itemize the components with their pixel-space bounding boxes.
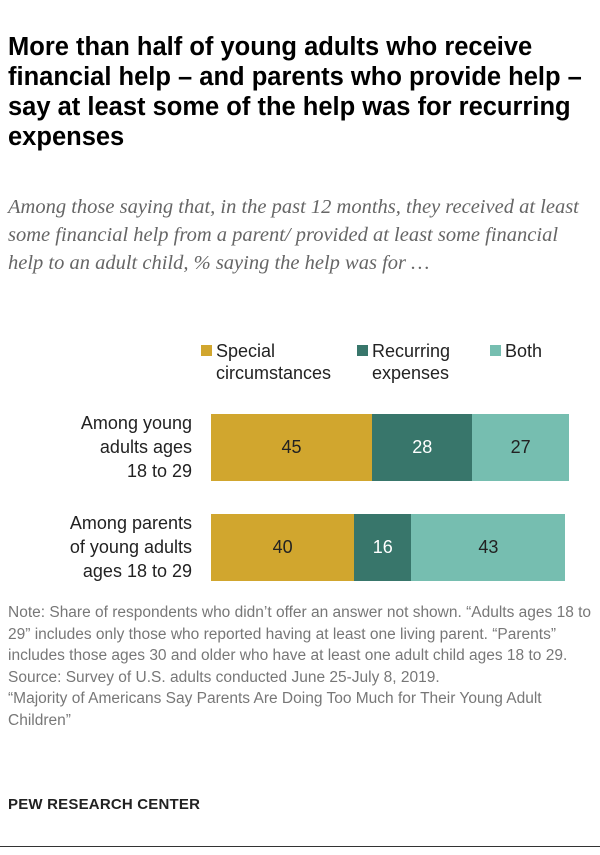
note-text: Note: Share of respondents who didn’t of… [8, 604, 592, 664]
footer-brand: PEW RESEARCH CENTER [8, 796, 201, 813]
category-label: Among young adults ages 18 to 29 [80, 413, 192, 481]
data-label: 28 [412, 437, 433, 457]
legend-item: Recurring expenses [357, 340, 450, 384]
legend-label: Special circumstances [216, 341, 332, 383]
legend-item: Both [490, 340, 542, 362]
bar-segment: 28 [372, 414, 473, 481]
category-label: Among parents of young adults ages 18 to 2… [69, 513, 192, 581]
source-text: Source: Survey of U.S. adults conducted … [8, 668, 440, 686]
report-title: “Majority of Americans Say Parents Are D… [8, 690, 542, 729]
bar-segment: 43 [411, 514, 566, 581]
data-label: 45 [281, 437, 302, 457]
bar-segment: 40 [211, 514, 355, 581]
legend-label: Recurring expenses [372, 341, 451, 383]
notes: Note: Share of respondents who didn’t of… [8, 602, 593, 731]
legend-item: Special circumstances [201, 340, 331, 384]
data-label: 27 [510, 437, 531, 457]
chart-title: More than half of young adults who recei… [8, 33, 582, 151]
legend-swatch [357, 345, 368, 356]
data-label: 43 [478, 537, 499, 557]
chart-subtitle: Among those saying that, in the past 12 … [8, 196, 579, 274]
bar-segment: 16 [354, 514, 412, 581]
legend-label: Both [505, 341, 543, 361]
bottom-rule [0, 846, 600, 847]
data-label: 40 [272, 537, 293, 557]
legend-swatch [490, 345, 501, 356]
bar-segment: 27 [472, 414, 569, 481]
data-label: 16 [372, 537, 393, 557]
legend-swatch [201, 345, 212, 356]
bar-segment: 45 [211, 414, 373, 481]
